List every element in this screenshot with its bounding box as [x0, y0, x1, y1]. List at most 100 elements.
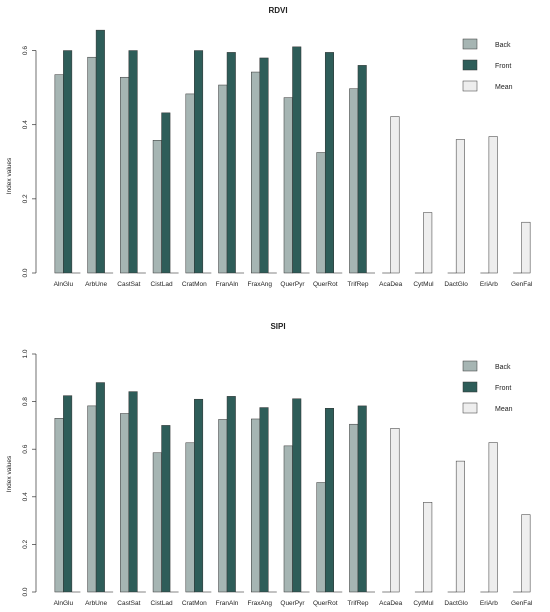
rdvi-x-tick-label: FraxAng — [247, 281, 272, 288]
sipi-legend-swatch-back — [462, 360, 478, 372]
rdvi-x-tick-label: EriArb — [480, 281, 498, 288]
sipi-bar-back-franaln — [218, 419, 228, 593]
rdvi-bar-mean-cytmul — [423, 212, 433, 274]
rdvi-x-tick-label: GenFal — [511, 281, 533, 288]
rdvi-bar-front-castsat — [128, 50, 138, 274]
sipi-x-tick-label: DactGlo — [444, 600, 468, 607]
rdvi-x-tick-label: CratMon — [182, 281, 207, 288]
sipi-x-tick-label: CratMon — [182, 600, 207, 607]
rdvi-bar-front-alnglu — [63, 50, 73, 274]
sipi-x-tick-label: QuerPyr — [280, 600, 305, 607]
rdvi-y-tick-label: 0.0 — [22, 268, 29, 277]
rdvi-x-tick-label: CistLad — [151, 281, 173, 288]
rdvi-bar-back-querpyr — [283, 97, 293, 274]
rdvi-y-tick-label: 0.4 — [22, 120, 29, 129]
rdvi-legend-swatch-back — [462, 38, 478, 50]
rdvi-bar-mean-eriarb — [488, 136, 498, 274]
sipi-y-tick-label: 0.8 — [22, 397, 29, 406]
sipi-bar-front-fraxang — [259, 407, 269, 593]
rdvi-x-tick-label: QuerPyr — [280, 281, 305, 288]
sipi-y-tick-label: 0.0 — [22, 587, 29, 596]
sipi-bar-mean-acadea — [390, 428, 400, 593]
sipi-bar-front-arbune — [95, 382, 105, 593]
rdvi-bar-front-arbune — [95, 29, 105, 274]
sipi-legend: Back Front Mean — [462, 360, 513, 414]
rdvi-bar-front-querpyr — [292, 46, 302, 274]
rdvi-bar-front-fraxang — [259, 57, 269, 274]
sipi-bar-back-querrot — [316, 482, 326, 593]
sipi-x-tick-label: TrifRep — [347, 600, 368, 607]
rdvi-x-tick-label: CytMul — [413, 281, 434, 288]
rdvi-bar-front-trifrep — [357, 65, 367, 274]
rdvi-x-tick-label: AcaDea — [379, 281, 403, 288]
sipi-bar-mean-cytmul — [423, 502, 433, 593]
rdvi-legend: Back Front Mean — [462, 38, 513, 92]
rdvi-legend-swatch-front — [462, 59, 478, 71]
rdvi-y-tick-label: 0.6 — [22, 46, 29, 55]
sipi-legend-label-mean: Mean — [495, 406, 513, 413]
sipi-legend-label-front: Front — [495, 385, 511, 392]
rdvi-y-tick-label: 0.2 — [22, 194, 29, 203]
sipi-bar-mean-dactglo — [455, 460, 465, 593]
sipi-bar-back-cratmon — [185, 442, 195, 593]
sipi-bar-front-franaln — [226, 396, 236, 593]
rdvi-bar-back-fraxang — [251, 71, 261, 274]
sipi-x-tick-label: AlnGlu — [54, 600, 74, 607]
sipi-bar-front-querrot — [324, 408, 334, 593]
sipi-x-tick-label: GenFal — [511, 600, 533, 607]
rdvi-x-tick-label: ArbUne — [85, 281, 107, 288]
sipi-bar-front-castsat — [128, 391, 138, 593]
sipi-bar-front-trifrep — [357, 405, 367, 593]
sipi-x-tick-label: FraxAng — [247, 600, 272, 607]
sipi-bars — [54, 382, 531, 593]
sipi-legend-swatch-front — [462, 381, 478, 393]
rdvi-x-tick-label: TrifRep — [347, 281, 368, 288]
sipi-x-tick-labels: AlnGlu ArbUne CastSat CistLad CratMon FranAln… — [54, 600, 533, 607]
rdvi-bar-back-alnglu — [54, 74, 64, 274]
rdvi-title: RDVI — [268, 6, 287, 15]
rdvi-bar-front-cratmon — [194, 50, 204, 274]
rdvi-bar-front-querrot — [324, 52, 334, 274]
rdvi-x-tick-labels: AlnGlu ArbUne CastSat CistLad CratMon FranAln… — [54, 281, 533, 288]
rdvi-bar-back-cistlad — [152, 140, 162, 274]
rdvi-legend-swatch-mean — [462, 80, 478, 92]
rdvi-y-axis-label: Index values — [6, 157, 13, 194]
sipi-y-tick-label: 0.6 — [22, 444, 29, 453]
rdvi-bar-front-cistlad — [161, 112, 171, 274]
sipi-x-tick-label: CastSat — [117, 600, 140, 607]
rdvi-x-tick-label: CastSat — [117, 281, 140, 288]
sipi-bar-back-trifrep — [349, 423, 359, 593]
sipi-bar-mean-genfal — [521, 514, 531, 593]
sipi-y-tick-label: 0.4 — [22, 492, 29, 501]
sipi-x-tick-label: FranAln — [216, 600, 239, 607]
sipi-x-tick-label: EriArb — [480, 600, 498, 607]
sipi-bar-mean-eriarb — [488, 442, 498, 593]
rdvi-bar-back-franaln — [218, 84, 228, 274]
sipi-legend-label-back: Back — [495, 364, 511, 371]
sipi-title: SIPI — [270, 322, 285, 331]
sipi-bar-back-alnglu — [54, 418, 64, 593]
sipi-x-tick-label: QuerRot — [313, 600, 338, 607]
sipi-x-tick-label: ArbUne — [85, 600, 107, 607]
sipi-bar-front-alnglu — [63, 395, 73, 593]
sipi-y-axis-label: Index values — [6, 455, 13, 492]
sipi-x-tick-label: CistLad — [151, 600, 173, 607]
rdvi-bar-back-castsat — [120, 76, 130, 274]
sipi-bar-back-arbune — [87, 405, 97, 593]
sipi-x-tick-label: CytMul — [413, 600, 434, 607]
sipi-x-tick-label: AcaDea — [379, 600, 403, 607]
rdvi-bar-back-cratmon — [185, 93, 195, 274]
rdvi-legend-label-back: Back — [495, 42, 511, 49]
rdvi-bar-mean-acadea — [390, 116, 400, 274]
rdvi-bar-back-arbune — [87, 56, 97, 274]
rdvi-x-tick-label: AlnGlu — [54, 281, 74, 288]
sipi-bar-front-cistlad — [161, 425, 171, 593]
sipi-bar-front-cratmon — [194, 398, 204, 593]
rdvi-legend-label-front: Front — [495, 63, 511, 70]
rdvi-bar-back-trifrep — [349, 88, 359, 274]
rdvi-x-tick-label: QuerRot — [313, 281, 338, 288]
sipi-bar-back-querpyr — [283, 445, 293, 593]
sipi-y-tick-label: 0.2 — [22, 540, 29, 549]
sipi-bar-back-castsat — [120, 413, 130, 593]
